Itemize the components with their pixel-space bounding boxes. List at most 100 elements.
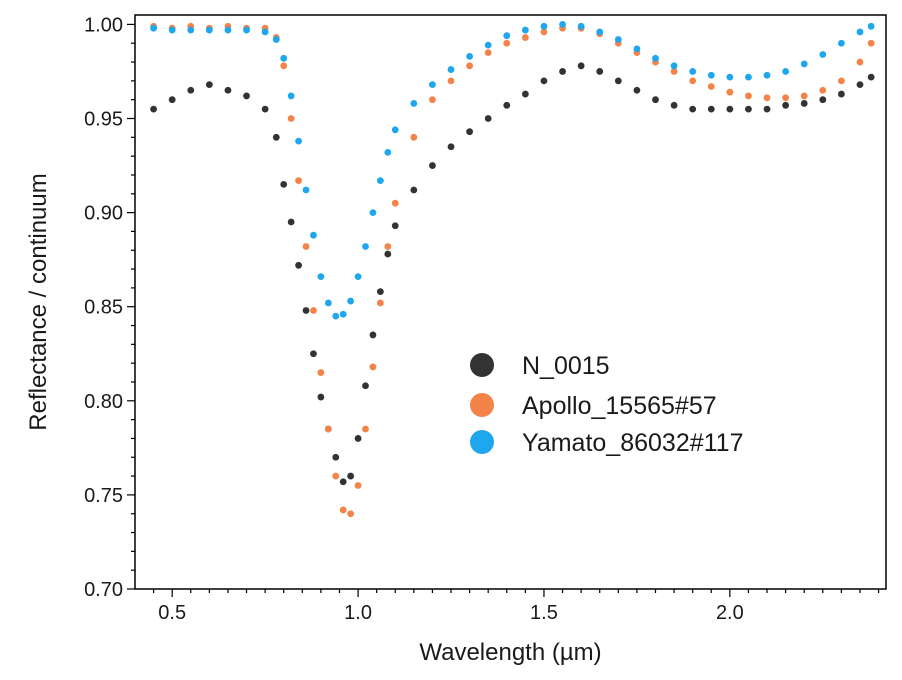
apollo-point: [837, 77, 845, 85]
legend: N_0015 Apollo_15565#57 Yamato_86032#117: [470, 352, 743, 457]
yamato-point: [339, 310, 347, 318]
n-0015-point: [384, 250, 392, 258]
y-axis: 0.70 0.75 0.80 0.85 0.90 0.95 1.00: [84, 14, 135, 601]
yamato-point: [205, 26, 213, 34]
yamato-point: [280, 54, 288, 62]
y-tick-label: 0.90: [84, 203, 123, 225]
apollo-point: [745, 92, 752, 100]
n-0015-point: [800, 100, 808, 107]
yamato-point: [332, 312, 340, 320]
n-0015-point: [332, 453, 340, 461]
yamato-point: [745, 73, 752, 81]
n-0015-point: [763, 105, 771, 113]
x-axis: 0.5 1.0 1.5 2.0: [152, 589, 880, 624]
apollo-point: [317, 369, 325, 376]
y-tick-label: 0.80: [84, 391, 123, 413]
yamato-point: [614, 36, 622, 43]
y-axis-title: Reflectance / continuum: [25, 173, 52, 430]
yamato-point: [187, 26, 195, 34]
apollo-point: [707, 83, 715, 90]
n-0015-point: [150, 105, 157, 113]
yamato-point: [317, 273, 325, 280]
yamato-point: [466, 53, 474, 60]
n-0015-point: [261, 105, 269, 113]
yamato-point: [261, 28, 269, 36]
x-axis-title: Wavelength (µm): [419, 639, 601, 666]
plot-marks: [150, 21, 875, 518]
y-tick-label: 0.95: [84, 109, 123, 131]
yamato-point: [287, 92, 295, 100]
apollo-point: [466, 62, 474, 70]
n-0015-point: [689, 105, 697, 113]
yamato-point: [726, 73, 734, 81]
n-0015-point: [205, 81, 213, 89]
n-0015-point: [521, 90, 529, 98]
legend-label-apollo: Apollo_15565#57: [522, 392, 717, 420]
yamato-point: [689, 68, 697, 75]
apollo-point: [782, 94, 790, 102]
yamato-point: [391, 126, 399, 134]
yamato-point: [224, 26, 232, 34]
apollo-point: [521, 34, 529, 41]
yamato-point: [856, 28, 864, 36]
apollo-point: [339, 506, 347, 514]
n-0015-point: [782, 101, 790, 109]
yamato-point: [310, 231, 317, 239]
n-0015-point: [726, 105, 734, 113]
yamato-point: [168, 26, 176, 34]
n-0015-point: [272, 133, 280, 141]
yamato-point: [503, 32, 511, 40]
n-0015-point: [224, 86, 232, 94]
n-0015-point: [819, 96, 827, 104]
n-0015-point: [707, 105, 715, 113]
apollo-point: [689, 77, 697, 85]
yamato-point: [347, 297, 355, 305]
apollo-point: [726, 88, 734, 96]
n-0015-point: [310, 350, 317, 358]
yamato-point: [362, 243, 369, 250]
n-0015-point: [280, 180, 288, 188]
yamato-point: [670, 62, 678, 70]
apollo-point: [447, 77, 455, 85]
yamato-point: [429, 81, 436, 89]
n-0015-point: [187, 86, 195, 94]
n-0015-point: [652, 96, 659, 104]
yamato-point: [800, 60, 808, 68]
legend-marker-apollo: [470, 393, 494, 417]
apollo-point: [503, 39, 511, 47]
apollo-point: [295, 177, 302, 185]
x-tick-label: 0.5: [158, 602, 186, 624]
apollo-point: [867, 39, 875, 47]
n-0015-point: [429, 162, 436, 169]
yamato-point: [763, 71, 771, 79]
apollo-point: [287, 115, 295, 122]
x-tick-label: 1.5: [530, 602, 558, 624]
n-0015-point: [577, 62, 585, 70]
x-tick-label: 2.0: [716, 602, 744, 624]
apollo-point: [540, 28, 548, 36]
yamato-point: [376, 177, 384, 185]
yamato-point: [867, 22, 875, 30]
n-0015-point: [447, 143, 455, 151]
n-0015-point: [168, 96, 176, 104]
legend-label-n-0015: N_0015: [522, 352, 610, 380]
apollo-point: [362, 425, 369, 433]
yamato-point: [521, 26, 529, 34]
apollo-point: [800, 92, 808, 100]
apollo-point: [347, 510, 355, 518]
legend-marker-n-0015: [470, 353, 494, 377]
yamato-point: [559, 21, 566, 28]
n-0015-point: [596, 68, 604, 75]
n-0015-point: [287, 218, 295, 226]
apollo-point: [410, 133, 418, 141]
yamato-point: [782, 68, 790, 75]
legend-marker-yamato: [470, 430, 494, 454]
n-0015-point: [670, 101, 678, 109]
apollo-point: [332, 472, 340, 480]
yamato-point: [837, 39, 845, 47]
apollo-point: [384, 243, 392, 250]
n-0015-point: [484, 115, 492, 122]
y-tick-label: 0.70: [84, 579, 123, 601]
n-0015-point: [633, 86, 641, 94]
n-0015-point: [503, 101, 511, 109]
